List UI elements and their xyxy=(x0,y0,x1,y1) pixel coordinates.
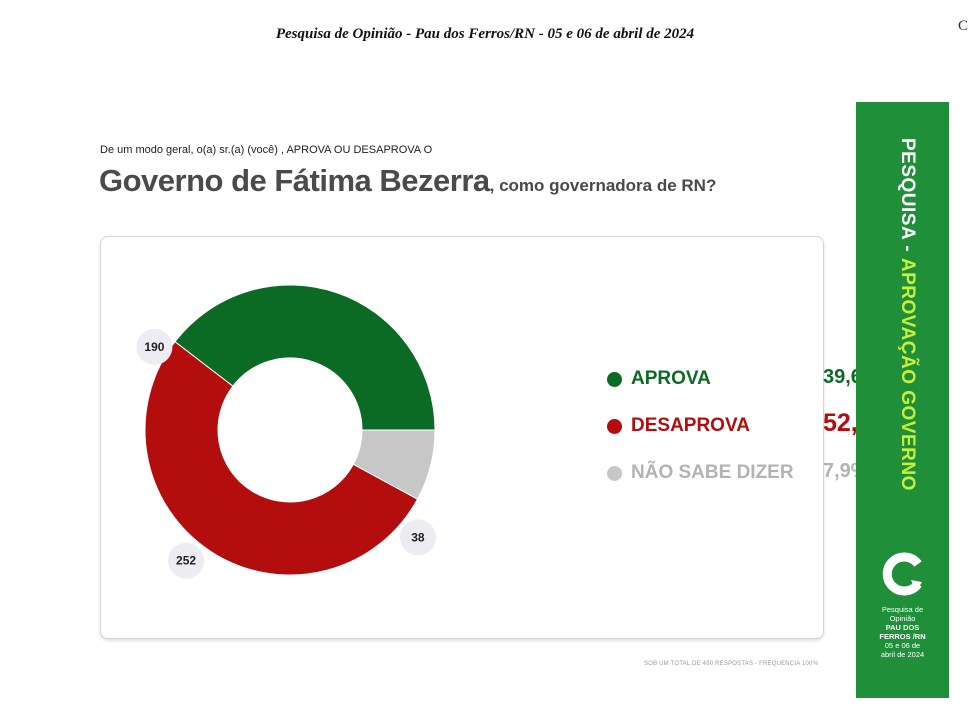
legend-label-desaprova: DESAPROVA xyxy=(631,415,750,436)
sidebar-line4: FERROS /RN xyxy=(879,632,926,641)
count-label-aprova: 190 xyxy=(136,328,173,365)
legend-label-nao-sabe: NÃO SABE DIZER xyxy=(631,462,794,483)
sidebar-banner: PESQUISA - APROVAÇÃO GOVERNO Pesquisa de… xyxy=(856,102,949,698)
chart-title: Governo de Fátima Bezerra, como governad… xyxy=(99,163,716,199)
legend-dot-desaprova xyxy=(607,419,622,434)
logo-icon xyxy=(882,552,922,596)
footnote: SOB UM TOTAL DE 480 RESPOSTAS - FREQUENC… xyxy=(644,661,819,667)
sidebar-line5: 05 e 06 de xyxy=(884,641,921,650)
legend-label-aprova: APROVA xyxy=(631,368,711,389)
sidebar-caption: Pesquisa de Opinião PAU DOS FERROS /RN 0… xyxy=(856,605,949,659)
count-label-desaprova-badge xyxy=(168,542,205,579)
slice-desaprova xyxy=(144,341,419,576)
count-label-desaprova: 252 xyxy=(168,542,205,579)
count-label-aprova-badge xyxy=(136,328,173,365)
sidebar-line1: Pesquisa de xyxy=(881,605,924,614)
survey-question: De um modo geral, o(a) sr.(a) (você) , A… xyxy=(100,144,433,156)
sidebar-title-highlight: APROVAÇÃO GOVERNO xyxy=(897,257,918,491)
count-label-nao-sabe: 38 xyxy=(399,519,436,556)
sidebar-line2: Opinião xyxy=(889,614,916,623)
slice-aprova xyxy=(174,284,436,431)
sidebar-title-white: PESQUISA - xyxy=(897,138,918,258)
count-label-nao-sabe-text: 38 xyxy=(411,530,425,544)
legend-dot-nao-sabe xyxy=(607,466,622,481)
chart-title-main: Governo de Fátima Bezerra xyxy=(99,163,490,198)
donut-chart: 190 38 252 xyxy=(136,284,436,579)
sidebar-line6: abril de 2024 xyxy=(880,650,925,659)
count-label-desaprova-text: 252 xyxy=(176,554,196,568)
count-label-nao-sabe-badge xyxy=(399,519,436,556)
legend-dot-aprova xyxy=(607,372,622,387)
count-label-aprova-text: 190 xyxy=(144,340,164,354)
sidebar-vertical-title: PESQUISA - APROVAÇÃO GOVERNO xyxy=(888,138,918,491)
corner-mark: C xyxy=(957,18,968,34)
sidebar-line3: PAU DOS xyxy=(885,623,920,632)
page-header: Pesquisa de Opinião - Pau dos Ferros/RN … xyxy=(275,26,695,42)
chart-title-rest: , como governadora de RN? xyxy=(489,176,717,195)
